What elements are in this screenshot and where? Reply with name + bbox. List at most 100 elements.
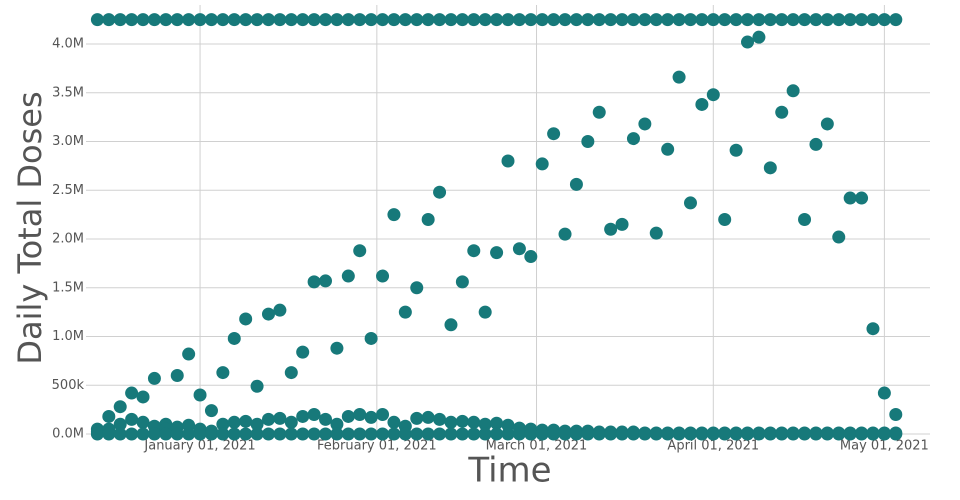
- point: [512, 427, 526, 441]
- point: [547, 127, 561, 141]
- point: [695, 13, 709, 27]
- point: [376, 427, 390, 441]
- point: [102, 409, 116, 423]
- point: [638, 427, 652, 441]
- point: [147, 13, 161, 27]
- x-tick-label: January 01, 2021: [143, 439, 255, 454]
- point: [364, 427, 378, 441]
- point: [364, 13, 378, 27]
- y-tick-label: 0.0M: [52, 427, 84, 442]
- point: [535, 157, 549, 171]
- point: [387, 208, 401, 222]
- point: [649, 427, 663, 441]
- point: [467, 13, 481, 27]
- point: [615, 427, 629, 441]
- point: [569, 427, 583, 441]
- point: [695, 427, 709, 441]
- point: [136, 13, 150, 27]
- point: [455, 427, 469, 441]
- point: [786, 427, 800, 441]
- point: [296, 13, 310, 27]
- point: [547, 427, 561, 441]
- point: [683, 196, 697, 210]
- point: [855, 427, 869, 441]
- point: [809, 427, 823, 441]
- point: [672, 427, 686, 441]
- point: [604, 13, 618, 27]
- point: [296, 345, 310, 359]
- point: [125, 412, 139, 426]
- point: [592, 105, 606, 119]
- point: [455, 275, 469, 289]
- point: [421, 427, 435, 441]
- point: [524, 13, 538, 27]
- point: [592, 427, 606, 441]
- point: [512, 13, 526, 27]
- point: [284, 13, 298, 27]
- point: [569, 13, 583, 27]
- point: [433, 412, 447, 426]
- point: [832, 230, 846, 244]
- point: [581, 13, 595, 27]
- point: [273, 427, 287, 441]
- point: [478, 305, 492, 319]
- point: [467, 415, 481, 429]
- point: [729, 143, 743, 157]
- point: [855, 191, 869, 205]
- point: [490, 246, 504, 260]
- point: [798, 13, 812, 27]
- point: [889, 13, 903, 27]
- point: [626, 13, 640, 27]
- point: [718, 213, 732, 226]
- point: [604, 222, 618, 236]
- point: [683, 13, 697, 27]
- point: [444, 13, 458, 27]
- point: [387, 427, 401, 441]
- point: [547, 13, 561, 27]
- point: [444, 318, 458, 332]
- point: [376, 269, 390, 283]
- point: [718, 13, 732, 27]
- point: [501, 427, 515, 441]
- point: [364, 331, 378, 345]
- point: [147, 371, 161, 385]
- point: [649, 13, 663, 27]
- point: [410, 13, 424, 27]
- point: [763, 13, 777, 27]
- y-tick-label: 4.0M: [52, 37, 84, 52]
- point: [387, 13, 401, 27]
- point: [433, 13, 447, 27]
- point: [478, 13, 492, 27]
- point: [353, 244, 367, 258]
- point: [216, 417, 230, 431]
- point: [535, 427, 549, 441]
- y-tick-label: 3.5M: [52, 85, 84, 100]
- y-tick-label: 1.5M: [52, 280, 84, 295]
- point: [204, 427, 218, 441]
- point: [524, 427, 538, 441]
- point: [113, 417, 127, 431]
- point: [307, 13, 321, 27]
- point: [809, 137, 823, 151]
- point: [273, 411, 287, 425]
- point: [319, 427, 333, 441]
- point: [193, 427, 207, 441]
- point: [330, 417, 344, 431]
- point: [398, 13, 412, 27]
- point: [113, 427, 127, 441]
- point: [170, 427, 184, 441]
- point: [661, 142, 675, 156]
- point: [467, 427, 481, 441]
- point: [444, 415, 458, 429]
- point: [330, 13, 344, 27]
- point: [752, 427, 766, 441]
- y-tick-label: 500k: [52, 378, 85, 393]
- point: [330, 341, 344, 355]
- point: [877, 386, 891, 400]
- point: [866, 427, 880, 441]
- y-tick-label: 1.0M: [52, 329, 84, 344]
- point: [626, 427, 640, 441]
- point: [718, 427, 732, 441]
- point: [649, 226, 663, 240]
- point: [273, 13, 287, 27]
